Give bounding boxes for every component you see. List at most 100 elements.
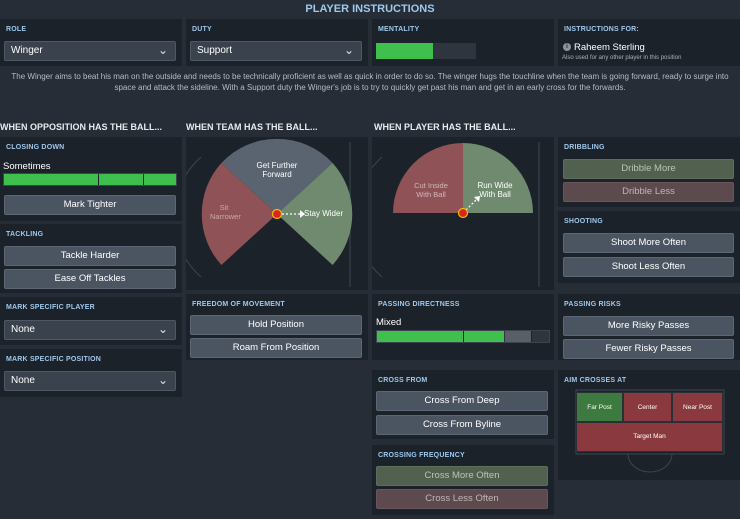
aim-target-man[interactable]: Target Man <box>576 422 723 452</box>
section-team: WHEN TEAM HAS THE BALL... <box>186 122 318 132</box>
aim-near-post[interactable]: Near Post <box>672 392 723 422</box>
mark-position-label: MARK SPECIFIC POSITION <box>6 356 102 363</box>
pitch-line <box>354 156 383 278</box>
shooting-label: SHOOTING <box>564 218 603 225</box>
shooting-panel: SHOOTING Shoot More Often Shoot Less Oft… <box>558 211 740 283</box>
ease-off-tackles-button[interactable]: Ease Off Tackles <box>4 269 176 289</box>
instructions-for-panel: INSTRUCTIONS FOR: i Raheem Sterling Also… <box>558 19 740 66</box>
team-zone-wider[interactable] <box>277 163 353 265</box>
role-description: The Winger aims to beat his man on the o… <box>11 72 729 92</box>
cross-from-deep-button[interactable]: Cross From Deep <box>376 391 548 411</box>
mark-position-value: None <box>11 375 35 386</box>
team-pitch-panel: Get Further Forward Sit Narrower Stay Wi… <box>173 137 368 290</box>
aim-far-post[interactable]: Far Post <box>576 392 623 422</box>
chevron-down-icon: ⌄ <box>157 322 168 336</box>
cross-from-panel: CROSS FROM Cross From Deep Cross From By… <box>372 370 554 439</box>
arrow-head-icon <box>474 196 480 202</box>
shoot-more-often-button[interactable]: Shoot More Often <box>563 233 734 253</box>
instructions-note: Also used for any other player in this p… <box>562 55 682 61</box>
passing-directness-fill <box>377 331 505 342</box>
tackling-label: TACKLING <box>6 231 44 238</box>
aim-crosses-panel: AIM CROSSES AT Far Post Center Near Post… <box>558 370 740 480</box>
mark-player-label: MARK SPECIFIC PLAYER <box>6 304 95 311</box>
closing-down-panel: CLOSING DOWN Sometimes Mark Tighter <box>0 137 182 221</box>
more-risky-passes-button[interactable]: More Risky Passes <box>563 316 734 336</box>
player-option-cut-inside[interactable]: Cut Inside With Ball <box>414 181 448 199</box>
bar-divider <box>531 331 532 342</box>
team-option-forward[interactable]: Get Further Forward <box>256 161 298 179</box>
freedom-label: FREEDOM OF MOVEMENT <box>192 301 285 308</box>
freedom-panel: FREEDOM OF MOVEMENT Hold Position Roam F… <box>186 294 368 360</box>
dribbling-panel: DRIBBLING Dribble More Dribble Less <box>558 137 740 207</box>
passing-directness-value: Mixed <box>376 317 402 328</box>
pitch-line <box>173 156 202 278</box>
aim-target-man-label: Target Man <box>633 433 666 440</box>
role-label: ROLE <box>6 26 27 33</box>
dribble-more-button[interactable]: Dribble More <box>563 159 734 179</box>
closing-down-value: Sometimes <box>3 161 51 172</box>
aim-center[interactable]: Center <box>623 392 672 422</box>
passing-directness-bar[interactable] <box>376 330 550 343</box>
mentality-fill <box>376 43 433 59</box>
chevron-down-icon: ⌄ <box>157 43 168 57</box>
cross-from-byline-button[interactable]: Cross From Byline <box>376 415 548 435</box>
player-marker-icon <box>457 207 469 219</box>
arrow-head-icon <box>300 210 305 218</box>
passing-directness-cursor <box>505 331 531 342</box>
duty-value: Support <box>197 45 233 56</box>
cross-less-often-button[interactable]: Cross Less Often <box>376 489 548 509</box>
closing-down-bar[interactable] <box>3 173 177 186</box>
fewer-risky-passes-button[interactable]: Fewer Risky Passes <box>563 339 734 359</box>
team-option-wider[interactable]: Stay Wider <box>304 209 344 218</box>
section-player: WHEN PLAYER HAS THE BALL... <box>374 122 516 132</box>
passing-directness-label: PASSING DIRECTNESS <box>378 301 460 308</box>
closing-down-label: CLOSING DOWN <box>6 144 65 151</box>
role-panel: ROLE Winger ⌄ <box>0 19 182 66</box>
aim-near-post-label: Near Post <box>683 404 712 411</box>
player-name[interactable]: Raheem Sterling <box>574 42 645 53</box>
mark-player-panel: MARK SPECIFIC PLAYER None ⌄ <box>0 297 182 345</box>
mentality-panel: MENTALITY <box>372 19 554 66</box>
crossing-frequency-panel: CROSSING FREQUENCY Cross More Often Cros… <box>372 445 554 515</box>
passing-directness-panel: PASSING DIRECTNESS Mixed <box>372 294 554 360</box>
player-zone-cut-inside[interactable] <box>393 143 463 213</box>
section-opposition: WHEN OPPOSITION HAS THE BALL... <box>0 122 163 132</box>
team-zone-narrower[interactable] <box>201 163 277 265</box>
player-marker-icon <box>271 208 283 220</box>
role-select[interactable]: Winger ⌄ <box>4 41 176 61</box>
closing-down-fill <box>4 174 176 185</box>
page-title: PLAYER INSTRUCTIONS <box>305 3 435 15</box>
duty-panel: DUTY Support ⌄ <box>186 19 368 66</box>
crossing-frequency-label: CROSSING FREQUENCY <box>378 452 465 459</box>
player-zone-run-wide[interactable] <box>463 143 533 213</box>
team-option-narrower[interactable]: Sit Narrower <box>210 203 241 221</box>
team-pitch-diagram <box>173 138 353 287</box>
mark-tighter-button[interactable]: Mark Tighter <box>4 195 176 215</box>
bar-divider <box>143 174 144 185</box>
dribble-less-button[interactable]: Dribble Less <box>563 182 734 202</box>
mentality-label: MENTALITY <box>378 26 420 33</box>
bar-divider <box>463 331 464 342</box>
info-icon: i <box>563 43 571 51</box>
duty-label: DUTY <box>192 26 212 33</box>
shoot-less-often-button[interactable]: Shoot Less Often <box>563 257 734 277</box>
duty-select[interactable]: Support ⌄ <box>190 41 362 61</box>
tackling-panel: TACKLING Tackle Harder Ease Off Tackles <box>0 224 182 293</box>
cross-from-label: CROSS FROM <box>378 377 428 384</box>
bar-divider <box>98 174 99 185</box>
hold-position-button[interactable]: Hold Position <box>190 315 362 335</box>
mentality-bar <box>376 43 476 59</box>
player-option-run-wide[interactable]: Run Wide With Ball <box>477 181 513 199</box>
mark-position-select[interactable]: None ⌄ <box>4 371 176 391</box>
player-pitch-panel: Cut Inside With Ball Run Wide With Ball <box>354 137 554 290</box>
chevron-down-icon: ⌄ <box>157 373 168 387</box>
tackle-harder-button[interactable]: Tackle Harder <box>4 246 176 266</box>
cross-more-often-button[interactable]: Cross More Often <box>376 466 548 486</box>
team-zone-forward[interactable] <box>221 138 333 214</box>
chevron-down-icon: ⌄ <box>343 43 354 57</box>
pitch-line <box>627 453 673 473</box>
roam-from-position-button[interactable]: Roam From Position <box>190 338 362 358</box>
passing-risks-label: PASSING RISKS <box>564 301 621 308</box>
mark-position-panel: MARK SPECIFIC POSITION None ⌄ <box>0 349 182 397</box>
mark-player-select[interactable]: None ⌄ <box>4 320 176 340</box>
